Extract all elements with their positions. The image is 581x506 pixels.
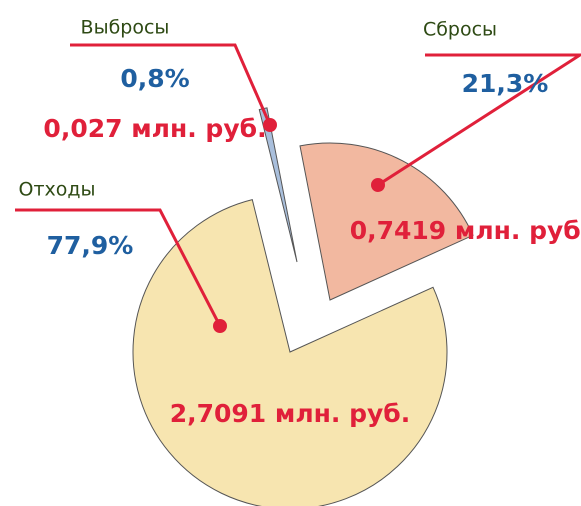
leader-dot: [371, 178, 385, 192]
leader-line: [15, 208, 222, 327]
pie-slice: [132, 198, 448, 506]
category-label: Выбросы: [81, 17, 170, 39]
leader-dot: [263, 118, 277, 132]
category-label: Отходы: [18, 179, 95, 201]
amount-label: 0,7419 млн. руб.: [350, 216, 581, 245]
leader-line: [377, 53, 581, 187]
percent-label: 0,8%: [120, 64, 189, 93]
percent-label: 77,9%: [47, 231, 134, 260]
percent-label: 21,3%: [462, 69, 549, 98]
category-label: Сбросы: [423, 19, 497, 41]
amount-label: 0,027 млн. руб.: [43, 114, 266, 143]
leader-dot: [213, 319, 227, 333]
amount-label: 2,7091 млн. руб.: [170, 399, 411, 428]
leader-line: [70, 43, 272, 126]
pie-slice: [299, 142, 474, 301]
